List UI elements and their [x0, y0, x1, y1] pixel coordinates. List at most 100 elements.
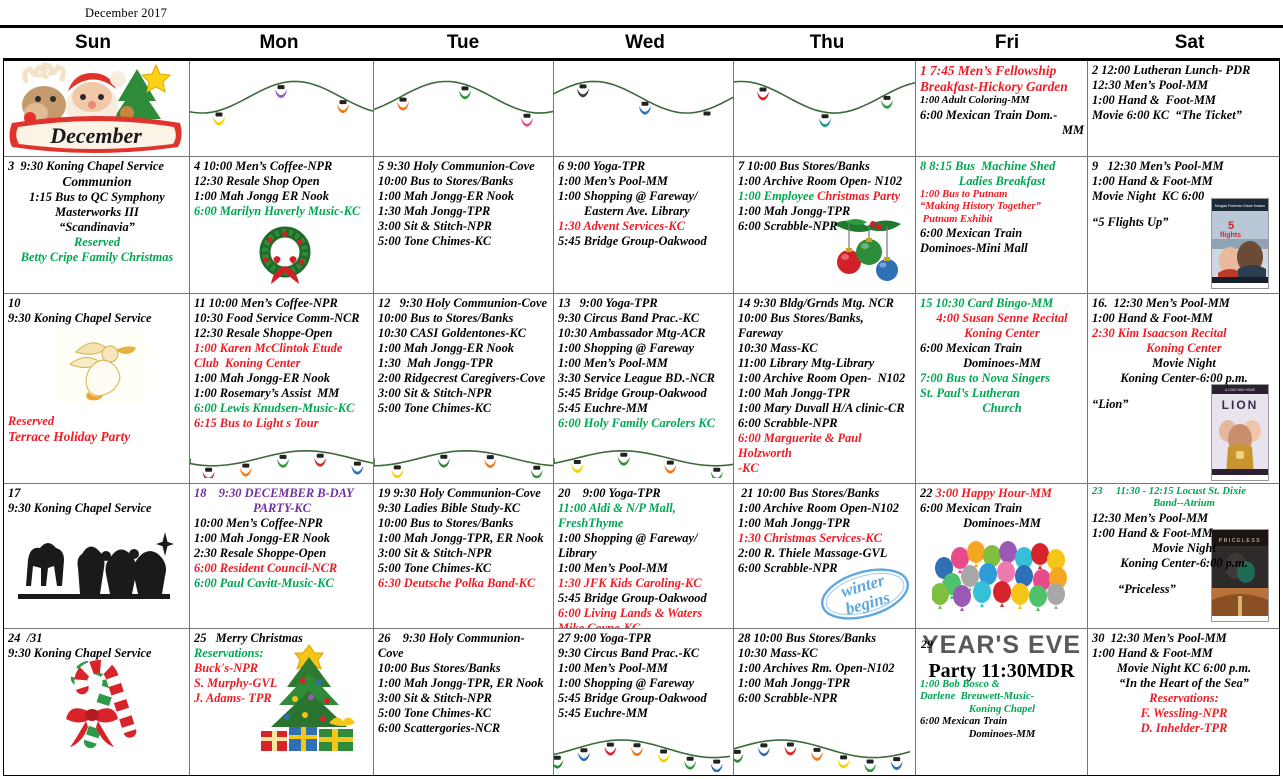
december-banner-icon: December [6, 61, 184, 156]
event-line: 10:30 Mass-KC [738, 645, 818, 660]
event-line: 4:00 Susan Senne Recital [936, 311, 1068, 326]
day-cell-19[interactable]: 19 9:30 Holy Communion-Cove 9:30 Ladies B… [374, 483, 554, 628]
event-line: 9:30 Circus Band Prac.-KC [558, 645, 700, 660]
event-line: 1:00 Archive Room Open- N102 [738, 371, 906, 386]
day-cell-24[interactable]: 24 /31 9:30 Koning Chapel Service [4, 628, 190, 775]
event-line: Putnam Exhibit [920, 213, 993, 225]
event-line: 3:00 Sit & Stitch-NPR [378, 690, 492, 705]
event-line: Koning Center-6:00 p.m. [1120, 371, 1248, 386]
event-line [1092, 386, 1276, 397]
day-events: 17 9:30 Koning Chapel Service [8, 486, 186, 516]
day-cell-empty[interactable] [190, 61, 374, 156]
day-cell-29[interactable]: YEAR'S EVE Party 11:30MDR 29 1:00 Bob Bosco… [916, 628, 1088, 775]
event-line: 10:00 Men’s Coffee-NPR [194, 515, 323, 530]
day-cell-8[interactable]: 8 8:15 Bus Machine Shed Ladies Breakfast 1… [916, 156, 1088, 294]
day-cell-2[interactable]: 2 12:00 Lutheran Lunch- PDR 12:30 Men’s P… [1088, 61, 1279, 156]
event-line: 1:15 Bus to QC Symphony [29, 189, 165, 204]
day-cell-11[interactable]: 11 10:00 Men’s Coffee-NPR 10:30 Food Serv… [190, 294, 374, 483]
day-cell-18[interactable]: 18 9:30 DECEMBER B-DAY PARTY-KC 10:00 Men’… [190, 483, 374, 628]
event-line: D. Inhelder-TPR [1140, 720, 1228, 735]
event-line: 9:30 Circus Band Prac.-KC [558, 311, 700, 326]
event-line: 12:30 Resale Shoppe-Open [194, 326, 333, 341]
day-cell-13[interactable]: 13 9:00 Yoga-TPR 9:30 Circus Band Prac.-K… [554, 294, 734, 483]
day-cell-20[interactable]: 20 9:00 Yoga-TPR 11:00 Aldi & N/P Mall, Fr… [554, 483, 734, 628]
event-line: 1:00 Shopping @ Fareway [558, 341, 694, 356]
day-cell-17[interactable]: 17 9:30 Koning Chapel Service [4, 483, 190, 628]
event-line: 1:30 Christmas Services-KC [738, 530, 882, 545]
day-cell-25[interactable]: 25 Merry Christmas Reservations: Buck's-NP… [190, 628, 374, 775]
event-line: 9:30 Koning Chapel Service [8, 311, 152, 326]
header-top-rule [0, 25, 1283, 28]
day-events: 19 9:30 Holy Communion-Cove 9:30 Ladies B… [378, 486, 550, 591]
day-cell-27[interactable]: 27 9:00 Yoga-TPR 9:30 Circus Band Prac.-K… [554, 628, 734, 775]
day-cell-22[interactable]: 22 3:00 Happy Hour-MM 6:00 Mexican Train D… [916, 483, 1088, 628]
event-line: 3 9:30 Koning Chapel Service [8, 158, 164, 173]
event-line: 5:45 Bridge Group-Oakwood [558, 233, 707, 248]
day-cell-6[interactable]: 6 9:00 Yoga-TPR 1:00 Men’s Pool-MM 1:00 Sh… [554, 156, 734, 294]
day-cell-4[interactable]: 4 10:00 Men’s Coffee-NPR 12:30 Resale Sho… [190, 156, 374, 294]
event-line: 6:00 Marguerite & Paul Holzworth [738, 431, 865, 461]
event-line: 23 11:30 - 12:15 Locust St. Dixie [1092, 485, 1246, 497]
event-line: 1:00 Mah Jongg-TPR [738, 515, 851, 530]
day-cell-30[interactable]: 30 12:30 Men’s Pool-MM 1:00 Hand & Foot-M… [1088, 629, 1279, 775]
event-line: 9:30 Ladies Bible Study-KC [378, 500, 521, 515]
day-cell-14[interactable]: 14 9:30 Bldg/Grnds Mtg. NCR 10:00 Bus Sto… [734, 294, 916, 483]
event-line: 9:30 Koning Chapel Service [8, 645, 152, 660]
event-line [1092, 204, 1276, 215]
event-line: 1:00 Mah Jongg-TPR, ER Nook [378, 530, 544, 545]
event-line: 5:00 Tone Chimes-KC [378, 560, 492, 575]
weekday-header-sun: Sun [75, 32, 111, 53]
event-line: 5:00 Tone Chimes-KC [378, 233, 492, 248]
day-cell-3[interactable]: 3 9:30 Koning Chapel Service Communion 1:1… [4, 156, 190, 294]
day-cell-16[interactable]: A LONG WAY HOME LION 16. 12:30 Men’s Poo… [1088, 294, 1279, 482]
nye-year-text: YEAR'S EVE [921, 630, 1082, 659]
event-line: 1:00 Men’s Pool-MM [558, 356, 668, 371]
event-line: 28 10:00 Bus Stores/Banks [738, 630, 877, 645]
day-cell-26[interactable]: 26 9:30 Holy Communion-Cove 10:00 Bus Sto… [374, 628, 554, 775]
event-line: 1:00 Shopping @ Fareway [558, 675, 694, 690]
event-line: 14 9:30 Bldg/Grnds Mtg. NCR [738, 296, 894, 311]
day-cell-10[interactable]: 10 9:30 Koning Chapel Service Reserved Terr… [4, 294, 190, 483]
event-line: 1:00 Hand & Foot-MM [1092, 645, 1213, 660]
day-cell-7[interactable]: 7 10:00 Bus Stores/Banks 1:00 Archive Roo… [734, 156, 916, 294]
day-cell-23[interactable]: PRICELESS 23 11:30 - 12:15 Locust St. Di… [1088, 484, 1279, 628]
day-cell-21[interactable]: winter begins 21 10:00 Bus Stores/Banks 1… [734, 483, 916, 628]
event-line: 21 10:00 Bus Stores/Banks [738, 485, 880, 500]
day-events: 4 10:00 Men’s Coffee-NPR 12:30 Resale Sho… [194, 159, 370, 219]
day-cell-empty[interactable] [734, 61, 916, 156]
day-cell-5[interactable]: 5 9:30 Holy Communion-Cove 10:00 Bus to S… [374, 156, 554, 294]
christmas-lights-string-icon [554, 444, 733, 483]
day-cell-28[interactable]: 28 10:00 Bus Stores/Banks 10:30 Mass-KC 1:… [734, 628, 916, 775]
day-cell-15[interactable]: 15 10:30 Card Bingo-MM 4:00 Susan Senne R… [916, 294, 1088, 483]
svg-text:A LONG WAY HOME: A LONG WAY HOME [1225, 388, 1255, 392]
day-events: 7 10:00 Bus Stores/Banks 1:00 Archive Roo… [738, 159, 912, 234]
event-line: Koning Center [1146, 341, 1222, 356]
svg-text:PRICELESS: PRICELESS [1219, 538, 1261, 544]
event-line: FreshThyme [558, 515, 624, 530]
svg-text:LION: LION [1222, 398, 1259, 412]
day-cell-empty[interactable] [374, 61, 554, 156]
day-cell-12[interactable]: 12 9:30 Holy Communion-Cove 10:00 Bus to … [374, 294, 554, 483]
day-cell-1[interactable]: 1 7:45 Men’s Fellowship Breakfast-Hickory… [916, 61, 1088, 156]
calendar-week-row: 10 9:30 Koning Chapel Service Reserved Terr… [4, 294, 1279, 484]
event-line: “Lion” [1092, 397, 1129, 412]
event-line: 5:45 Bridge Group-Oakwood [558, 590, 707, 605]
calendar-grid: December [3, 58, 1280, 776]
nye-party-text: Party 11:30MDR [928, 659, 1075, 682]
event-line: 10:30 Mass-KC [738, 341, 818, 356]
event-line: “Priceless” [1118, 581, 1176, 596]
event-line: Movie Night KC 6:00 [1092, 188, 1205, 203]
event-line: 1:00 Shopping @ Fareway/ [558, 188, 698, 203]
event-line: 1:00 Mah Jongg-TPR, ER Nook [378, 675, 544, 690]
day-cell-9[interactable]: Morgan Freeman Diane Keaton 5 flights 9 … [1088, 157, 1279, 294]
day-events: 22 3:00 Happy Hour-MM 6:00 Mexican Train D… [920, 486, 1084, 531]
event-line: 1:00 Bob Bosco & [920, 678, 1000, 690]
event-line: Church [982, 401, 1022, 416]
day-cell-empty[interactable] [554, 61, 734, 156]
weekday-header-row: Sun Mon Tue Wed Thu Fri Sat [0, 28, 1283, 58]
5-flights-up-poster: Morgan Freeman Diane Keaton 5 flights [1211, 198, 1269, 290]
event-line: 10:30 Ambassador Mtg-ACR [558, 326, 706, 341]
day-cell-empty[interactable]: December [4, 61, 190, 156]
event-line: 9 12:30 Men’s Pool-MM [1092, 158, 1224, 173]
weekday-header-mon: Mon [259, 32, 299, 53]
